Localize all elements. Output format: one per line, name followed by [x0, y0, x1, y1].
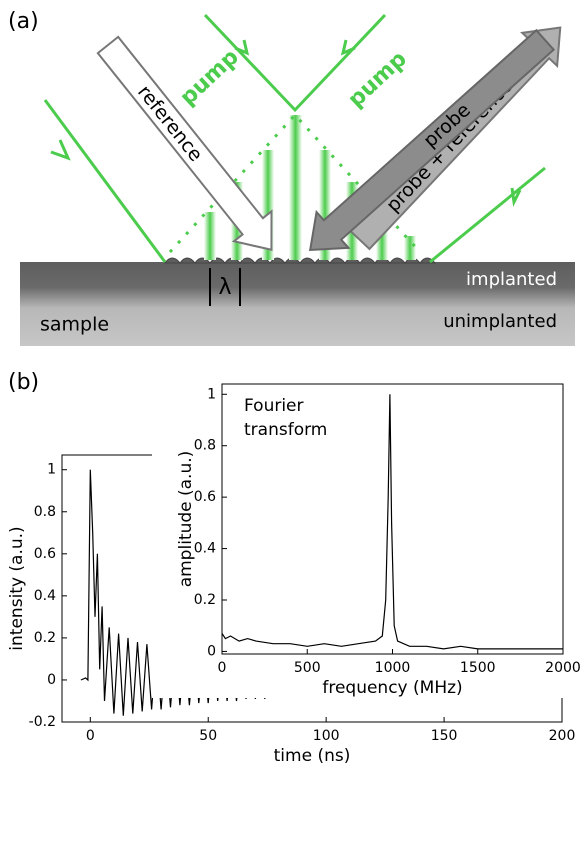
reference-arrow: reference — [96, 35, 273, 252]
lambda-bracket — [209, 268, 241, 306]
probe-arrow: probe — [308, 28, 556, 252]
y-tick-label: 0.4 — [194, 541, 216, 557]
beams — [43, 13, 546, 264]
x-tick-label: 1000 — [375, 660, 411, 676]
lambda-label: λ — [218, 275, 231, 300]
y-tick-label: 0.8 — [34, 504, 56, 520]
annotation: Fourier — [244, 396, 304, 416]
y-tick-label: 0.2 — [194, 592, 216, 608]
x-axis-label: frequency (MHz) — [322, 678, 462, 698]
y-tick-label: 1 — [207, 386, 216, 402]
sample-label: sample — [40, 314, 109, 336]
diagram: (a) pump pump reference probe + referenc… — [8, 9, 575, 346]
y-tick-label: 0 — [47, 672, 56, 688]
pump-label: pump — [176, 45, 244, 111]
pump-label: pump — [344, 47, 412, 113]
chart: 0 50 100 150 200 -0.2 0 0.2 0.4 0.6 0.8 1 time (ns) i… — [7, 454, 576, 766]
implanted-label: implanted — [466, 269, 557, 290]
y-tick-label: 1 — [47, 462, 56, 478]
x-axis-label: time (ns) — [274, 746, 351, 766]
x-tick-label: 0 — [86, 728, 95, 744]
sample-block — [20, 262, 575, 346]
x-tick-label: 200 — [549, 728, 576, 744]
annotation: transform — [244, 420, 327, 440]
x-tick-label: 2000 — [545, 660, 581, 676]
chart: 0 500 1000 1500 2000 0 0.2 0.4 0.6 0.8 1 frequency … — [152, 378, 581, 698]
y-tick-label: -0.2 — [29, 714, 56, 730]
x-tick-label: 150 — [431, 728, 458, 744]
x-tick-label: 100 — [313, 728, 340, 744]
y-tick-label: 0.4 — [34, 588, 56, 604]
y-tick-label: 0 — [207, 643, 216, 659]
x-tick-label: 50 — [199, 728, 217, 744]
x-tick-label: 0 — [218, 660, 227, 676]
x-tick-label: 500 — [294, 660, 321, 676]
y-tick-label: 0.6 — [34, 546, 56, 562]
y-tick-label: 0.6 — [194, 489, 216, 505]
x-tick-label: 1500 — [460, 660, 496, 676]
y-tick-label: 0.2 — [34, 630, 56, 646]
y-axis-label: intensity (a.u.) — [7, 526, 27, 650]
data-line — [221, 394, 563, 650]
envelope — [168, 112, 422, 254]
panel-label: (a) — [8, 9, 39, 34]
panel-label: (b) — [8, 370, 39, 395]
y-axis-label: amplitude (a.u.) — [176, 451, 196, 588]
y-tick-label: 0.8 — [194, 438, 216, 454]
unimplanted-label: unimplanted — [443, 311, 557, 332]
